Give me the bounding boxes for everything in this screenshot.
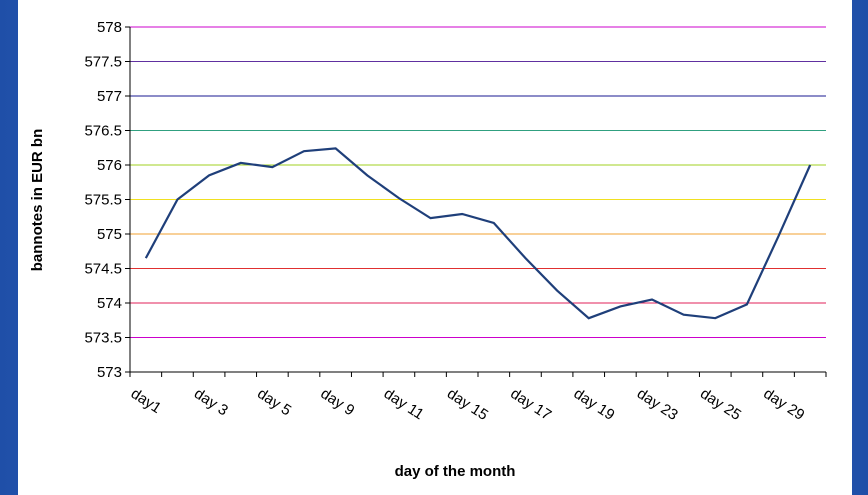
chart-panel <box>18 0 852 495</box>
y-tick-label: 574 <box>97 295 122 312</box>
y-tick-label: 577 <box>97 88 122 105</box>
y-tick-label: 573.5 <box>84 330 122 347</box>
y-tick-label: 577.5 <box>84 54 122 71</box>
y-axis-label: bannotes in EUR bn <box>29 129 46 272</box>
y-tick-label: 576.5 <box>84 123 122 140</box>
y-tick-label: 573 <box>97 364 122 381</box>
y-tick-label: 575 <box>97 226 122 243</box>
line-series <box>144 147 812 320</box>
y-tick-label: 578 <box>97 19 122 36</box>
x-axis-label: day of the month <box>395 463 516 480</box>
y-tick-label: 574.5 <box>84 261 122 278</box>
y-tick-label: 575.5 <box>84 192 122 209</box>
y-tick-label: 576 <box>97 157 122 174</box>
